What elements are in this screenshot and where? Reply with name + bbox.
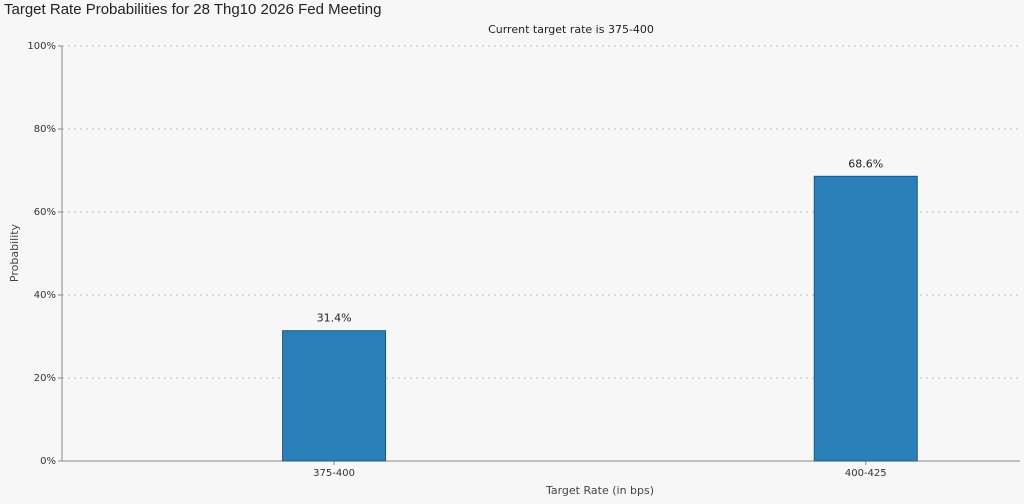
y-tick-label: 60% xyxy=(34,207,56,218)
value-label: 31.4% xyxy=(317,312,352,325)
y-axis-label: Probability xyxy=(8,223,21,282)
bar xyxy=(813,175,918,462)
chart-title: Target Rate Probabilities for 28 Thg10 2… xyxy=(4,1,381,18)
chart-subtitle: Current target rate is 375-400 xyxy=(488,23,654,36)
value-label: 68.6% xyxy=(848,157,883,170)
y-tick-label: 100% xyxy=(27,41,56,52)
y-tick-label: 80% xyxy=(34,124,56,135)
y-tick-label: 40% xyxy=(34,290,56,301)
x-axis-label: Target Rate (in bps) xyxy=(545,484,654,497)
x-tick-label: 400-425 xyxy=(845,468,887,479)
y-tick-label: 0% xyxy=(40,456,56,467)
bar xyxy=(282,330,387,462)
x-tick-label: 375-400 xyxy=(313,468,355,479)
y-tick-label: 20% xyxy=(34,373,56,384)
